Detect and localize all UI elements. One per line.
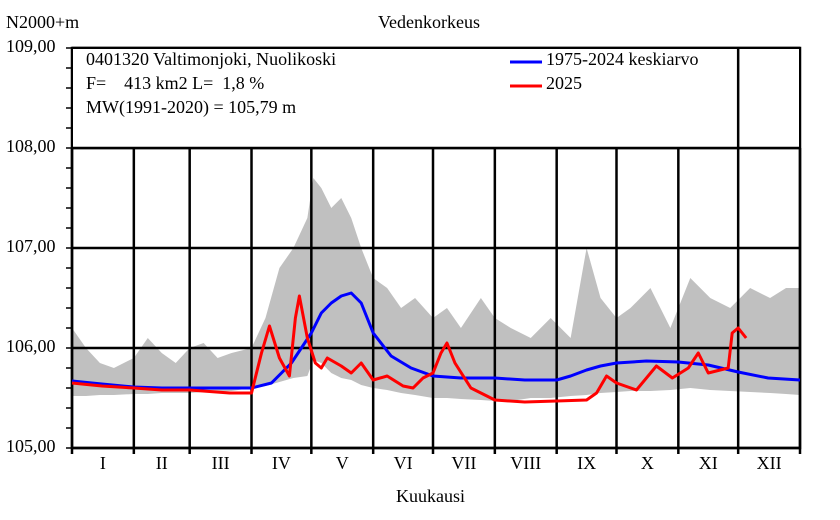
month-label: III xyxy=(211,453,230,473)
info-mw: MW(1991-2020) = 105,79 m xyxy=(86,97,297,117)
month-label: V xyxy=(335,453,349,473)
y-tick-label: 105,00 xyxy=(6,436,56,456)
month-label: VI xyxy=(393,453,413,473)
month-label: IV xyxy=(271,453,291,473)
y-axis-label: N2000+m xyxy=(6,12,80,32)
month-label: VIII xyxy=(510,453,542,473)
legend-label-2025: 2025 xyxy=(546,73,582,93)
info-station: 0401320 Valtimonjoki, Nuolikoski xyxy=(86,49,337,69)
month-label: VII xyxy=(451,453,477,473)
x-axis-label: Kuukausi xyxy=(396,486,465,506)
y-tick-label: 106,00 xyxy=(6,336,56,356)
y-tick-label: 109,00 xyxy=(6,36,56,56)
chart-title: Vedenkorkeus xyxy=(378,12,480,32)
min-max-envelope xyxy=(72,178,800,401)
month-label: XI xyxy=(698,453,718,473)
month-label: II xyxy=(155,453,168,473)
month-label: XII xyxy=(756,453,782,473)
y-tick-label: 107,00 xyxy=(6,236,56,256)
info-box xyxy=(73,49,799,148)
plot-frame xyxy=(70,46,802,450)
month-label: X xyxy=(640,453,654,473)
series-2025-line xyxy=(71,294,748,404)
info-area: F= 413 km2 L= 1,8 % xyxy=(86,73,265,93)
month-label: I xyxy=(99,453,106,473)
month-label: IX xyxy=(577,453,597,473)
y-tick-label: 108,00 xyxy=(6,136,56,156)
series-mean-line xyxy=(71,291,801,390)
legend-label-mean: 1975-2024 keskiarvo xyxy=(546,49,699,69)
